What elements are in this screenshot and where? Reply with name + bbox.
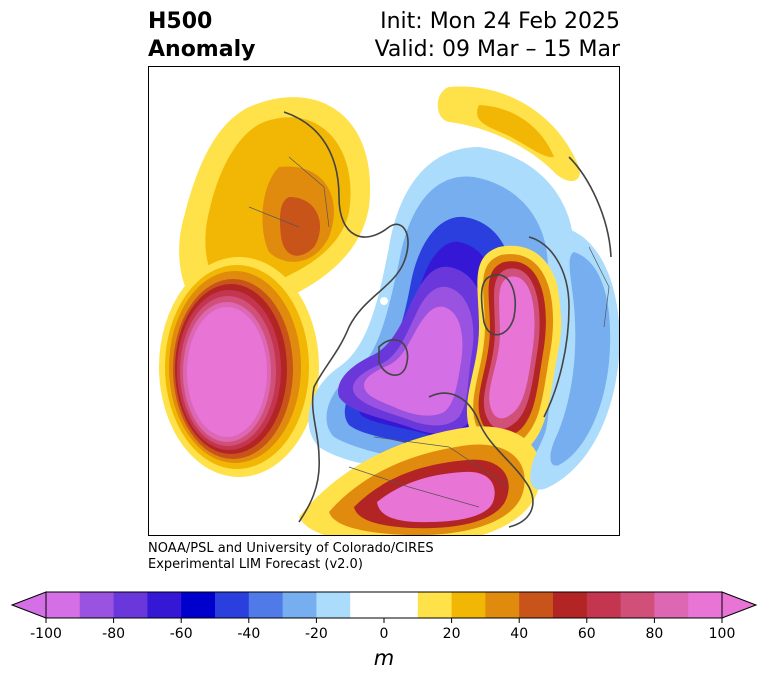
colorbar-segment: [79, 592, 115, 618]
colorbar-segment: [586, 592, 622, 618]
map-svg: [159, 86, 619, 535]
credit-line2: Experimental LIM Forecast (v2.0): [148, 557, 363, 572]
title-type: Anomaly: [148, 37, 256, 62]
colorbar-segment: [215, 592, 250, 618]
colorbar: -100 -80 -60 -40 -20 0 20 40 60 80 100: [10, 591, 758, 642]
colorbar-segment: [384, 592, 419, 618]
colorbar-unit-label: m: [373, 646, 395, 670]
positive-anomaly-north-america: [299, 426, 541, 535]
colorbar-extend-low: [10, 591, 47, 619]
colorbar-tick-label: 20: [443, 626, 461, 642]
init-date: Init: Mon 24 Feb 2025: [380, 9, 620, 34]
negative-anomaly-europe: [530, 227, 619, 490]
colorbar-segment: [282, 592, 317, 618]
colorbar-segment: [316, 592, 351, 618]
colorbar-extend-high: [721, 591, 758, 619]
colorbar-segment: [417, 592, 453, 618]
colorbar-tick-label: -100: [30, 626, 62, 642]
title-variable: H500: [148, 9, 213, 34]
colorbar-segment: [620, 592, 655, 618]
colorbar-segment: [688, 592, 723, 618]
colorbar-segment: [451, 592, 486, 618]
colorbar-segment: [654, 592, 689, 618]
colorbar-tick-label: 60: [578, 626, 596, 642]
colorbar-tick-label: 0: [380, 626, 389, 642]
colorbar-segment: [113, 592, 148, 618]
colorbar-segment: [181, 592, 216, 618]
colorbar-segments: [46, 592, 723, 618]
north-pole-marker: [380, 297, 388, 305]
credit-text: NOAA/PSL and University of Colorado/CIRE…: [148, 541, 434, 573]
credit-line1: NOAA/PSL and University of Colorado/CIRE…: [148, 541, 434, 556]
positive-anomaly-siberia: [437, 86, 580, 182]
colorbar-tick-label: 100: [709, 626, 736, 642]
colorbar-tick-label: -20: [305, 626, 328, 642]
colorbar-tick-label: 40: [510, 626, 528, 642]
colorbar-segment: [519, 592, 554, 618]
colorbar-segment: [553, 592, 588, 618]
colorbar-tick-label: -80: [102, 626, 125, 642]
colorbar-tick-label: 80: [645, 626, 663, 642]
colorbar-segment: [350, 592, 385, 618]
title-left: H500 Anomaly: [148, 8, 255, 64]
title-right: Init: Mon 24 Feb 2025 Valid: 09 Mar – 15…: [375, 8, 620, 64]
anomaly-map: [148, 66, 620, 536]
colorbar-tick-label: -60: [170, 626, 193, 642]
valid-range: Valid: 09 Mar – 15 Mar: [374, 37, 620, 62]
coastlines: [283, 111, 612, 528]
colorbar-tick-label: -40: [237, 626, 260, 642]
colorbar-segment: [46, 592, 81, 618]
colorbar-segment: [147, 592, 182, 618]
borders: [248, 156, 610, 508]
positive-anomaly-north-atlantic: [466, 245, 562, 458]
colorbar-segment: [248, 592, 284, 618]
negative-anomaly-alaska: [338, 266, 486, 434]
positive-anomaly-west-pacific: [159, 257, 319, 477]
colorbar-ticks: -100 -80 -60 -40 -20 0 20 40 60 80 100: [30, 618, 735, 642]
colorbar-segment: [485, 592, 520, 618]
